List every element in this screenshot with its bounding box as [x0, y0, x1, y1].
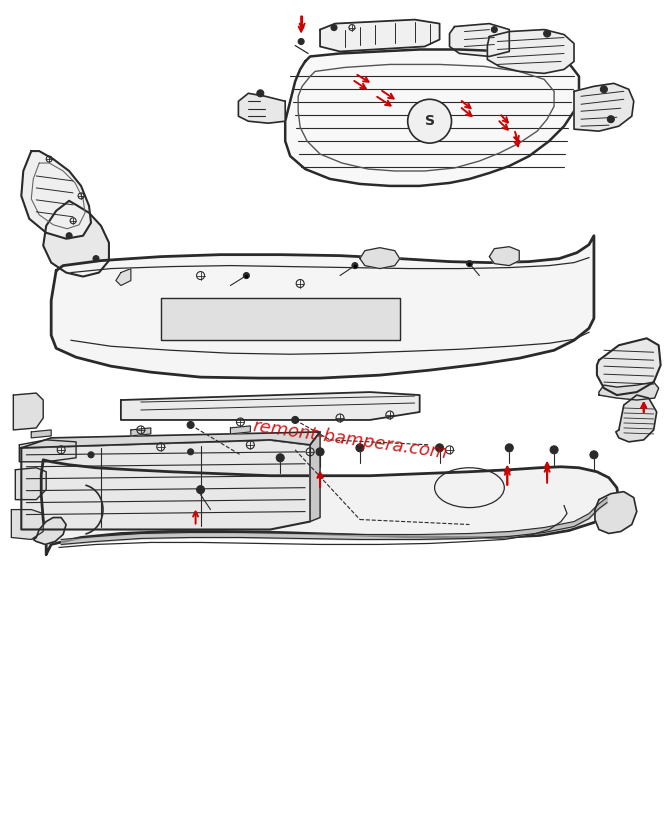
Circle shape	[298, 38, 304, 44]
Polygon shape	[599, 382, 659, 400]
Circle shape	[356, 444, 364, 452]
Polygon shape	[19, 440, 76, 462]
Polygon shape	[574, 83, 634, 131]
Circle shape	[331, 25, 337, 30]
Circle shape	[187, 421, 194, 429]
Circle shape	[66, 233, 72, 239]
Polygon shape	[310, 432, 320, 522]
Circle shape	[491, 27, 497, 33]
Polygon shape	[320, 20, 439, 52]
Circle shape	[292, 416, 298, 424]
Polygon shape	[22, 151, 91, 239]
Polygon shape	[285, 50, 579, 186]
Circle shape	[93, 256, 99, 262]
Polygon shape	[239, 93, 285, 124]
Polygon shape	[43, 201, 109, 276]
Polygon shape	[116, 268, 131, 285]
Circle shape	[197, 486, 204, 493]
Circle shape	[88, 452, 94, 458]
Polygon shape	[360, 248, 400, 268]
Polygon shape	[161, 299, 400, 340]
Polygon shape	[597, 339, 661, 395]
Circle shape	[544, 30, 550, 37]
Circle shape	[243, 272, 249, 279]
Polygon shape	[51, 236, 594, 378]
Circle shape	[187, 449, 194, 455]
Polygon shape	[487, 29, 574, 74]
Circle shape	[550, 446, 558, 454]
Polygon shape	[489, 247, 519, 266]
Circle shape	[600, 86, 607, 92]
Circle shape	[352, 263, 358, 268]
Text: remont-bampera.com: remont-bampera.com	[251, 417, 449, 462]
Polygon shape	[131, 428, 151, 436]
Circle shape	[316, 447, 324, 456]
Polygon shape	[230, 426, 251, 434]
Circle shape	[276, 454, 284, 462]
Polygon shape	[41, 460, 619, 555]
Polygon shape	[616, 395, 657, 442]
Circle shape	[466, 261, 472, 267]
Polygon shape	[22, 440, 310, 529]
Polygon shape	[595, 492, 637, 533]
Polygon shape	[15, 468, 46, 500]
Polygon shape	[13, 393, 43, 430]
Circle shape	[435, 444, 444, 452]
Circle shape	[257, 90, 264, 97]
Circle shape	[590, 451, 598, 459]
Polygon shape	[11, 510, 43, 539]
Circle shape	[607, 115, 614, 123]
Polygon shape	[33, 518, 66, 545]
Polygon shape	[450, 24, 509, 56]
Circle shape	[505, 444, 513, 452]
Text: S: S	[425, 115, 435, 128]
Circle shape	[408, 99, 452, 143]
Polygon shape	[22, 432, 320, 447]
Polygon shape	[32, 430, 51, 438]
Polygon shape	[121, 392, 419, 420]
